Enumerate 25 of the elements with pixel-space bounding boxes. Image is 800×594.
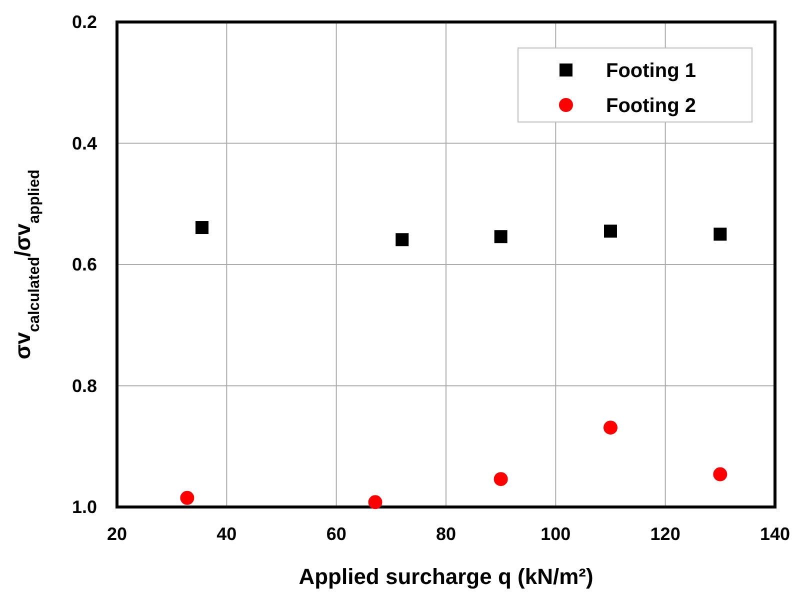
- point: [494, 230, 508, 244]
- point: [494, 472, 508, 486]
- point: [180, 490, 194, 505]
- point: [604, 420, 618, 435]
- legend-label: Footing 1: [606, 60, 696, 82]
- x-tick-label: 40: [216, 524, 237, 544]
- x-tick-label: 80: [436, 524, 456, 544]
- point: [396, 233, 409, 246]
- x-tick-label: 100: [540, 524, 571, 544]
- point: [368, 495, 382, 510]
- y-tick-label: 0.8: [72, 376, 97, 396]
- x-tick-label: 120: [650, 524, 680, 544]
- point: [714, 228, 727, 241]
- y-tick-label: 0.4: [72, 133, 97, 154]
- x-tick-label: 20: [106, 524, 128, 544]
- point: [713, 467, 728, 482]
- point: [604, 224, 617, 238]
- x-axis-title: Applied surcharge q (kN/m²): [298, 564, 594, 589]
- y-tick-label: 0.2: [72, 12, 97, 32]
- y-tick-label: 0.6: [72, 254, 97, 274]
- point: [195, 221, 208, 234]
- x-tick-label: 140: [760, 524, 790, 544]
- legend-label: Footing 2: [606, 95, 696, 117]
- x-tick-label: 60: [326, 524, 346, 544]
- y-tick-label: 1.0: [72, 497, 97, 517]
